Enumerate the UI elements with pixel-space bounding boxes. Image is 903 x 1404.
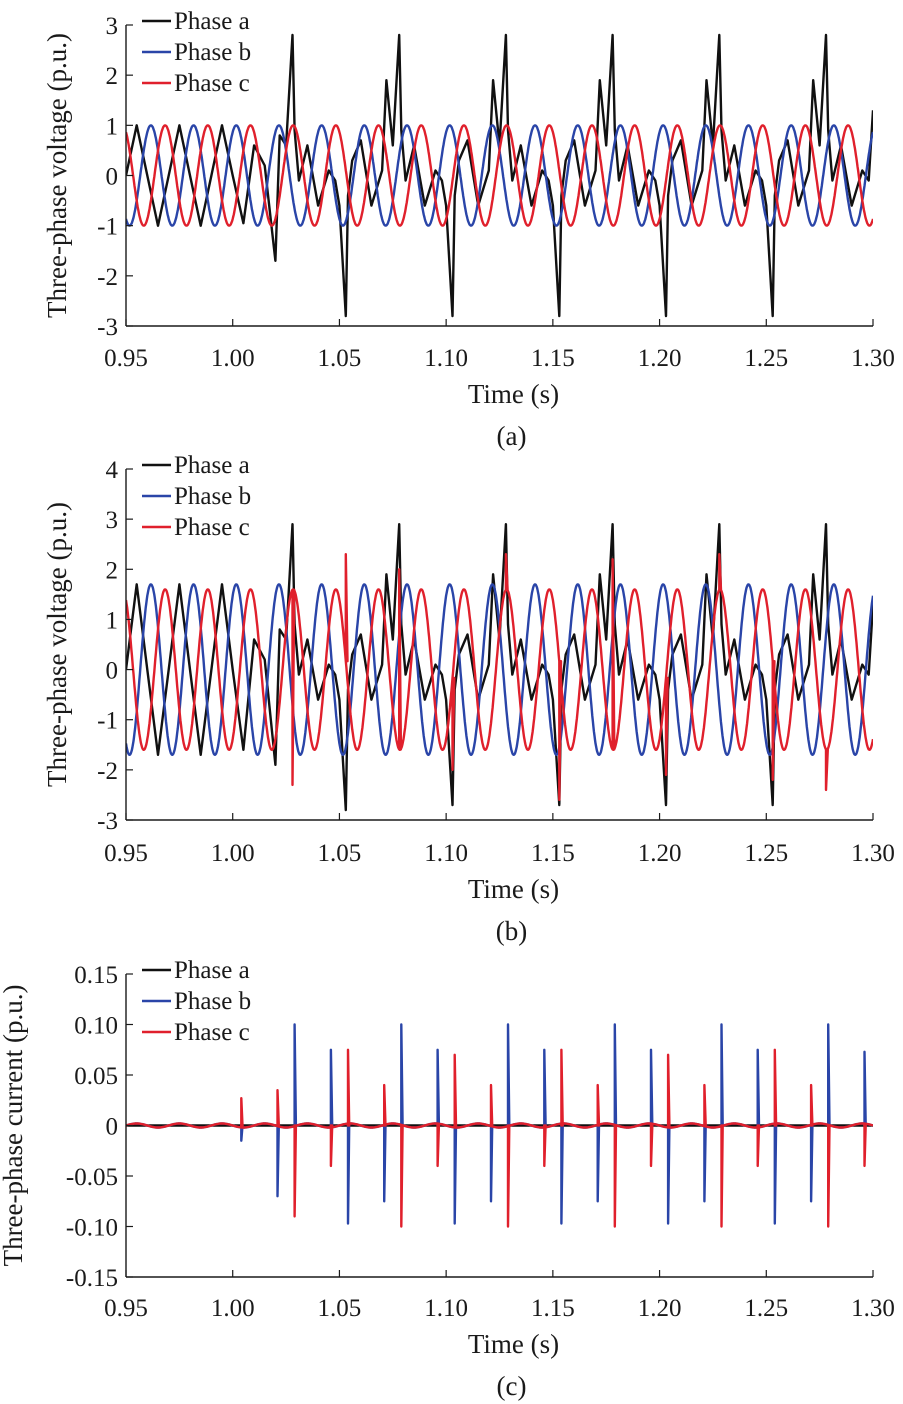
y-tick-label: 0 <box>106 658 119 685</box>
y-tick-label: -1 <box>97 708 118 735</box>
panel-2: 4 3 2 1 0 -1 -2 -3 0.95 1.00 1.05 1.10 1.15 1.20 1.25 1… <box>42 452 895 946</box>
series-group <box>126 33 873 318</box>
x-tick-label: 1.15 <box>531 1295 575 1322</box>
y-tick-label: 2 <box>106 557 119 584</box>
y-axis-title: Three-phase voltage (p.u.) <box>42 502 72 787</box>
x-tick-label: 1.05 <box>318 1295 362 1322</box>
legend-label: Phase b <box>174 988 251 1015</box>
x-tick-label: 1.00 <box>211 345 255 372</box>
y-tick-label: 1 <box>106 607 119 634</box>
legend-label: Phase c <box>174 1019 250 1046</box>
x-tick-label: 1.05 <box>318 345 362 372</box>
series-group <box>126 1023 873 1228</box>
y-tick-label: 1 <box>106 113 119 140</box>
x-axis-title: Time (s) <box>468 1329 559 1359</box>
legend: Phase a Phase b Phase c <box>142 957 251 1046</box>
x-tick-label: 1.20 <box>638 345 682 372</box>
panel-caption: (a) <box>497 421 527 451</box>
legend-label: Phase c <box>174 70 250 97</box>
y-tick-label: 2 <box>106 63 119 90</box>
legend: Phase a Phase b Phase c <box>142 8 251 97</box>
y-tick-label: 0 <box>106 164 119 191</box>
x-tick-label: 0.95 <box>104 840 148 867</box>
x-tick-label: 1.30 <box>851 345 895 372</box>
x-tick-label: 0.95 <box>104 1295 148 1322</box>
y-tick-label: 4 <box>106 457 119 484</box>
x-tick-label: 1.25 <box>744 1295 788 1322</box>
y-tick-label: 3 <box>106 507 119 534</box>
x-tick-label: 1.10 <box>424 345 468 372</box>
y-tick-label: -0.05 <box>66 1164 118 1191</box>
panel-1: 3 2 1 0 -1 -2 -3 0.95 1.00 1.05 1.10 1.15 1.20 1.25 1.… <box>42 8 895 451</box>
y-tick-label: -0.15 <box>66 1265 118 1292</box>
x-tick-label: 0.95 <box>104 345 148 372</box>
series-line-phase-c <box>126 553 873 802</box>
legend-label: Phase b <box>174 483 251 510</box>
x-tick-label: 1.30 <box>851 840 895 867</box>
x-axis-title: Time (s) <box>468 874 559 904</box>
x-tick-label: 1.25 <box>744 345 788 372</box>
legend-label: Phase c <box>174 514 250 541</box>
panel-3: 0.15 0.10 0.05 0 -0.05 -0.10 -0.15 0.95 1.00 1.05… <box>0 957 895 1401</box>
y-tick-label: -0.10 <box>66 1215 118 1242</box>
x-tick-label: 1.05 <box>318 840 362 867</box>
series-line-phase-c <box>126 124 873 227</box>
y-tick-label: 3 <box>106 13 119 40</box>
legend-label: Phase b <box>174 39 251 66</box>
y-tick-label: 0 <box>106 1114 119 1141</box>
series-line-phase-b <box>126 1023 873 1225</box>
y-tick-label: -1 <box>97 214 118 241</box>
legend-label: Phase a <box>174 8 250 35</box>
y-axis-title: Three-phase current (p.u.) <box>0 985 28 1267</box>
series-group <box>126 523 873 812</box>
series-line-phase-b <box>126 583 873 756</box>
series-line-phase-c <box>126 1048 873 1228</box>
y-tick-label: -3 <box>97 808 118 835</box>
x-tick-label: 1.15 <box>531 840 575 867</box>
x-axis-title: Time (s) <box>468 379 559 409</box>
y-axis-title: Three-phase voltage (p.u.) <box>42 33 72 318</box>
y-tick-label: 0.15 <box>74 962 118 989</box>
x-tick-label: 1.00 <box>211 1295 255 1322</box>
y-tick-label: -3 <box>97 314 118 341</box>
y-tick-label: 0.05 <box>74 1063 118 1090</box>
x-tick-label: 1.20 <box>638 1295 682 1322</box>
panel-caption: (c) <box>497 1371 527 1401</box>
x-tick-label: 1.30 <box>851 1295 895 1322</box>
x-tick-label: 1.15 <box>531 345 575 372</box>
x-tick-label: 1.10 <box>424 1295 468 1322</box>
y-tick-label: -2 <box>97 264 118 291</box>
legend: Phase a Phase b Phase c <box>142 452 251 541</box>
x-tick-label: 1.10 <box>424 840 468 867</box>
y-tick-label: -2 <box>97 758 118 785</box>
legend-label: Phase a <box>174 957 250 984</box>
legend-label: Phase a <box>174 452 250 479</box>
x-tick-label: 1.00 <box>211 840 255 867</box>
y-tick-label: 0.10 <box>74 1013 118 1040</box>
panel-caption: (b) <box>496 916 527 946</box>
x-tick-label: 1.25 <box>744 840 788 867</box>
x-tick-label: 1.20 <box>638 840 682 867</box>
series-line-phase-a <box>126 523 873 812</box>
